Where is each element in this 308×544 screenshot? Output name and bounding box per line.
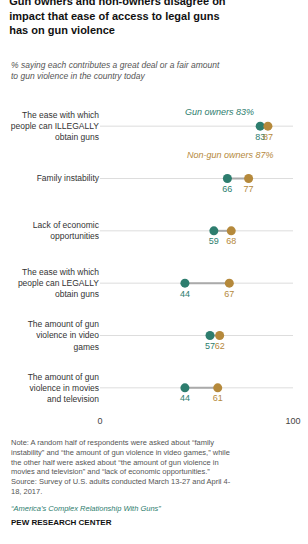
svg-text:Gun owners and non-owners disa: Gun owners and non-owners disagree onimp…: [9, 0, 226, 36]
svg-text:67: 67: [224, 289, 234, 299]
svg-text:The amount of gunviolence in v: The amount of gunviolence in videogames: [28, 319, 100, 351]
svg-text:Lack of economicopportunities: Lack of economicopportunities: [33, 220, 100, 241]
svg-text:61: 61: [213, 393, 223, 403]
svg-text:The ease with whichpeople can: The ease with whichpeople can ILLEGALLYo…: [11, 110, 100, 142]
svg-text:The ease with whichpeople can: The ease with whichpeople can LEGALLYobt…: [18, 267, 99, 299]
svg-text:57: 57: [205, 341, 215, 351]
svg-text:100: 100: [285, 416, 300, 426]
svg-text:Note: A random half of respond: Note: A random half of respondents were …: [11, 438, 231, 496]
svg-text:66: 66: [222, 184, 232, 194]
svg-text:68: 68: [226, 236, 236, 246]
svg-text:44: 44: [180, 393, 190, 403]
svg-text:Family instability: Family instability: [37, 173, 100, 183]
svg-text:59: 59: [209, 236, 219, 246]
svg-text:“America’s Complex Relationshi: “America’s Complex Relationship With Gun…: [11, 504, 161, 513]
svg-text:77: 77: [244, 184, 254, 194]
svg-text:62: 62: [215, 341, 225, 351]
svg-text:Non-gun owners 87%: Non-gun owners 87%: [187, 150, 274, 160]
svg-text:0: 0: [97, 416, 102, 426]
svg-text:44: 44: [180, 289, 190, 299]
svg-text:The amount of gunviolence in m: The amount of gunviolence in moviesand t…: [28, 372, 100, 404]
svg-text:87: 87: [263, 132, 273, 142]
svg-text:83: 83: [255, 132, 265, 142]
svg-text:PEW RESEARCH CENTER: PEW RESEARCH CENTER: [11, 518, 112, 527]
svg-text:% saying each contributes a gr: % saying each contributes a great deal o…: [11, 60, 220, 81]
svg-text:Gun owners 83%: Gun owners 83%: [185, 107, 254, 117]
